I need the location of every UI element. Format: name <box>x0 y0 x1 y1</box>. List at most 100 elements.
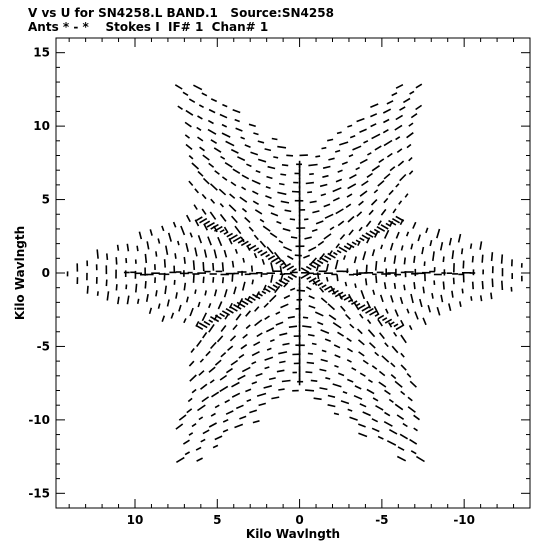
uv-point <box>241 186 247 191</box>
uv-point <box>252 190 259 195</box>
uv-point <box>214 170 220 175</box>
uv-point <box>315 155 321 158</box>
uv-point <box>177 105 183 110</box>
uv-point <box>272 284 278 289</box>
uv-point <box>383 118 390 124</box>
uv-point <box>410 243 414 250</box>
uv-point <box>263 385 273 389</box>
uv-point <box>333 344 341 349</box>
uv-point <box>389 428 398 435</box>
uv-point <box>278 279 288 286</box>
uv-point <box>309 257 317 265</box>
uv-point <box>451 290 454 298</box>
y-tick-label: 0 <box>42 266 50 280</box>
uv-point <box>157 238 161 244</box>
uv-point <box>282 262 292 269</box>
uv-point <box>325 276 329 282</box>
uv-point <box>249 409 258 414</box>
uv-point <box>372 289 376 296</box>
uv-point <box>221 310 230 316</box>
uv-point <box>358 351 365 357</box>
uv-point <box>395 324 404 331</box>
uv-point <box>403 257 406 265</box>
uv-point <box>185 214 191 223</box>
uv-point <box>419 298 423 308</box>
uv-point <box>400 352 405 358</box>
uv-point <box>212 277 215 283</box>
uv-point <box>195 446 202 451</box>
uv-point <box>257 249 263 254</box>
uv-point <box>202 154 210 161</box>
uv-point <box>267 165 276 170</box>
uv-point <box>334 364 339 368</box>
uv-point <box>236 301 246 308</box>
uv-point <box>369 230 378 236</box>
uv-point <box>337 220 345 227</box>
chart-subtitle: Ants * - * Stokes I IF# 1 Chan# 1 <box>28 20 269 34</box>
uv-point <box>268 377 276 381</box>
uv-point <box>359 313 364 319</box>
uv-point <box>213 289 218 297</box>
uv-point <box>347 408 353 412</box>
uv-point <box>469 243 473 249</box>
uv-point <box>333 412 340 416</box>
uv-point <box>359 372 366 377</box>
uv-point <box>197 115 203 120</box>
uv-point <box>381 317 388 322</box>
uv-point <box>412 221 417 229</box>
uv-point <box>233 303 242 310</box>
uv-point <box>291 273 297 278</box>
uv-point <box>184 134 190 139</box>
uv-point <box>237 298 244 308</box>
uv-point <box>381 355 390 363</box>
uv-point <box>246 243 252 248</box>
uv-point <box>413 255 416 264</box>
uv-point <box>254 306 260 312</box>
uv-point <box>355 302 361 307</box>
uv-point <box>174 253 177 259</box>
uv-point <box>311 342 317 346</box>
uv-point <box>282 227 291 232</box>
uv-point <box>383 229 390 239</box>
uv-point <box>264 315 270 320</box>
uv-point <box>359 237 365 242</box>
uv-point <box>275 311 281 315</box>
uv-point <box>334 149 341 153</box>
uv-point <box>240 136 245 140</box>
uv-point <box>337 169 343 173</box>
uv-point <box>427 304 431 313</box>
uv-point <box>448 237 452 246</box>
uv-point <box>388 398 394 403</box>
uv-point <box>345 313 351 320</box>
uv-point <box>346 193 353 198</box>
uv-point <box>244 297 253 304</box>
uv-point <box>221 123 228 128</box>
uv-point <box>231 381 240 388</box>
uv-point <box>262 225 271 232</box>
uv-point <box>209 183 218 191</box>
uv-point <box>208 366 216 373</box>
uv-point <box>254 209 263 215</box>
uv-point <box>319 368 327 372</box>
uv-point <box>255 372 263 377</box>
uv-point <box>175 292 178 299</box>
uv-point <box>352 145 362 151</box>
uv-point <box>210 341 217 350</box>
uv-point <box>214 359 222 366</box>
uv-point <box>211 391 220 398</box>
uv-point <box>339 141 349 146</box>
uv-point <box>335 243 340 249</box>
uv-point <box>136 298 140 304</box>
uv-point <box>198 370 205 376</box>
uv-point <box>197 235 203 244</box>
uv-point <box>223 289 228 298</box>
uv-point <box>188 155 194 160</box>
uv-point <box>448 303 452 311</box>
uv-point <box>279 360 286 364</box>
uv-point <box>185 296 189 303</box>
uv-point <box>274 285 281 294</box>
uv-point <box>335 178 343 183</box>
uv-point <box>155 290 158 297</box>
uv-point <box>231 392 241 398</box>
